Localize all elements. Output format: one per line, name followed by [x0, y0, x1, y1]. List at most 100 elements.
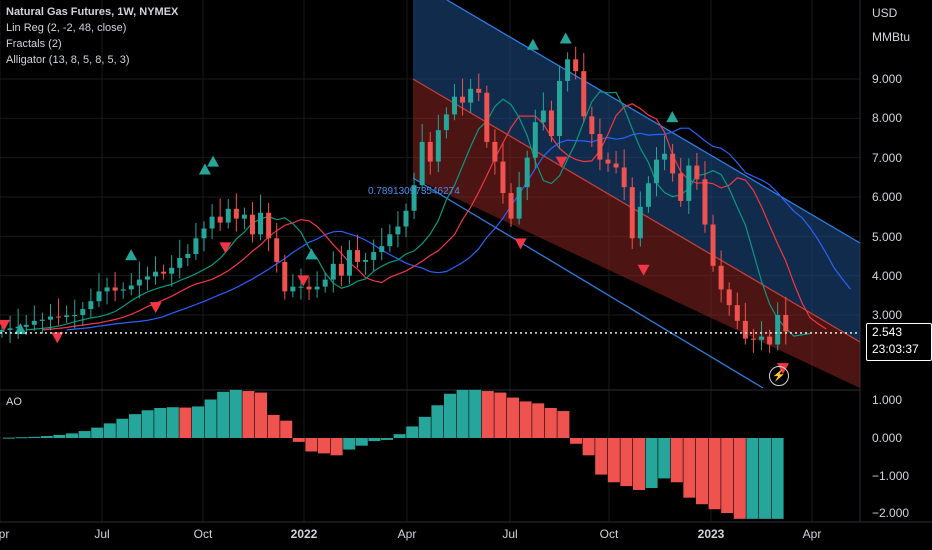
ao-bar [708, 438, 721, 510]
candle-body [266, 212, 272, 239]
candle-body [371, 252, 377, 260]
ao-bar [217, 391, 230, 438]
ao-bar [746, 438, 759, 519]
ao-bar [544, 407, 557, 438]
time-tick: Jul [94, 527, 110, 541]
candle-body [443, 114, 449, 131]
candle-body [249, 214, 255, 235]
ao-bar [78, 431, 91, 438]
candle-body [209, 216, 215, 229]
ao-bar [166, 407, 179, 438]
candle-body [670, 153, 676, 174]
candle-body [500, 161, 506, 194]
ao-bar [683, 438, 696, 498]
candle-body [621, 167, 627, 188]
indicator-linreg-label[interactable]: Lin Reg (2, -2, 48, close) [6, 22, 127, 34]
candle-body [581, 71, 587, 117]
ao-pane-label[interactable]: AO [6, 396, 22, 408]
ao-bar [192, 406, 204, 438]
ao-bar [733, 438, 746, 519]
ao-bar [204, 399, 217, 438]
lightning-icon[interactable]: ⚡ [769, 366, 789, 386]
candle-body [589, 116, 595, 135]
ao-bar [771, 438, 784, 519]
candle-body [346, 250, 352, 276]
candle-body [694, 165, 700, 180]
ao-bar [645, 438, 658, 489]
candle-body [379, 246, 385, 253]
candle-body [557, 80, 563, 137]
candle-body [451, 96, 457, 115]
time-tick: Apr [0, 527, 10, 541]
candle-body [775, 314, 781, 345]
candle-body [169, 267, 175, 274]
indicator-alligator-label[interactable]: Alligator (13, 8, 5, 8, 5, 3) [6, 54, 130, 66]
ao-bar [381, 438, 393, 440]
fractal-up-marker [305, 248, 318, 260]
candle-body [629, 187, 635, 239]
candle-body [540, 110, 546, 123]
indicator-fractals-label[interactable]: Fractals (2) [6, 38, 62, 50]
candle-body [258, 212, 264, 235]
bar-countdown: 23:03:37 [872, 342, 919, 356]
alligator-teeth-line [42, 103, 827, 331]
ao-bar [355, 438, 368, 446]
ao-bar [406, 426, 419, 438]
candle-body [476, 88, 482, 93]
candle-body [363, 259, 369, 262]
candle-body [387, 234, 393, 247]
ao-bar [141, 410, 154, 438]
candle-body [23, 324, 29, 327]
candle-body [484, 92, 490, 142]
candle-body [225, 208, 231, 223]
candle-body [653, 159, 659, 184]
ao-tick: 0.000 [872, 431, 903, 445]
candle-body [338, 263, 344, 276]
awesome-oscillator-bars [3, 389, 784, 519]
candle-body [548, 110, 554, 137]
candle-body [274, 238, 280, 262]
last-price-tag: 2.543 23:03:37 [866, 323, 932, 361]
candle-body [31, 320, 37, 325]
ao-bar [280, 420, 293, 438]
time-tick: 2023 [697, 527, 725, 541]
candle-body [201, 228, 207, 239]
ao-bar [318, 438, 330, 454]
price-tick: 4.000 [872, 269, 903, 283]
candle-body [112, 287, 118, 291]
candle-body [153, 271, 159, 277]
ao-bar [670, 438, 683, 483]
candle-body [419, 141, 425, 186]
candle-body [750, 338, 756, 340]
candle-body [185, 254, 191, 258]
ao-bar [292, 438, 305, 442]
ao-bar [620, 438, 633, 487]
ao-bar [481, 391, 494, 438]
ao-bar [532, 403, 545, 438]
candle-body [662, 153, 668, 160]
regression-upper-line [446, 0, 861, 244]
unit-label[interactable]: MMBtu [872, 30, 911, 44]
fractal-down-marker [297, 275, 310, 287]
candle-body [298, 286, 304, 288]
candle-body [136, 279, 142, 286]
ao-bar [582, 438, 595, 456]
currency-label[interactable]: USD [872, 6, 898, 20]
candle-body [710, 224, 716, 266]
ao-bar [444, 393, 456, 438]
candle-body [355, 250, 361, 262]
ao-bar [696, 438, 708, 505]
regression-lower-fill [413, 79, 860, 388]
candle-body [726, 289, 732, 306]
time-tick: 2022 [290, 527, 318, 541]
candle-body [144, 276, 150, 280]
fractal-down-marker [219, 242, 232, 254]
fractal-up-marker [559, 32, 572, 44]
candle-body [460, 96, 466, 103]
ao-bar [103, 423, 116, 438]
candle-body [742, 320, 748, 339]
ao-bar [91, 427, 104, 438]
price-tick: 3.000 [872, 308, 903, 322]
ao-bar [759, 438, 771, 519]
